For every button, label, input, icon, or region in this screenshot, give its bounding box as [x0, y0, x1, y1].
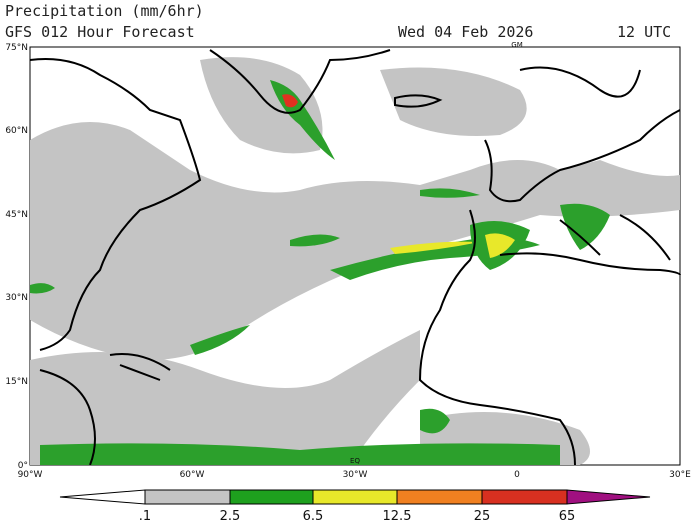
lon-label: 0: [514, 470, 520, 480]
lat-label: 30°N: [5, 293, 28, 303]
lon-label: 90°W: [18, 470, 43, 480]
colorbar-label: 65: [559, 509, 576, 524]
lat-label: 45°N: [5, 210, 28, 220]
marker-label: GM: [511, 41, 522, 49]
lat-label: 15°N: [5, 377, 28, 387]
colorbar-segment: [229, 489, 314, 505]
lon-label: 30°W: [343, 470, 368, 480]
lon-label: 60°W: [180, 470, 205, 480]
precip-heavy: [30, 80, 610, 465]
colorbar-label: 25: [474, 509, 491, 524]
colorbar-label: 12.5: [383, 509, 412, 524]
marker-label: EQ: [350, 457, 360, 465]
title: Precipitation (mm/6hr): [5, 2, 204, 20]
colorbar-segment: [566, 489, 651, 505]
colorbar-segment: [144, 489, 231, 505]
subtitle: GFS 012 Hour Forecast: [5, 23, 195, 41]
lat-label: 0°: [18, 461, 28, 471]
time: 12 UTC: [617, 23, 671, 41]
lon-labels: 90°W 60°W 30°W 0 30°E: [18, 470, 692, 480]
lon-label: 30°E: [669, 470, 691, 480]
colorbar-label: 6.5: [303, 509, 324, 524]
lat-label: 60°N: [5, 126, 28, 136]
colorbar-segment: [481, 489, 568, 505]
colorbar-segment: [312, 489, 398, 505]
colorbar-segment: [396, 489, 483, 505]
colorbar-label: .1: [139, 509, 151, 524]
map: 75°N 60°N 45°N 30°N 15°N 0° 90°W 60°W 30…: [5, 41, 691, 480]
lat-label: 75°N: [5, 43, 28, 53]
colorbar-segment: [59, 489, 146, 505]
colorbar-label: 2.5: [220, 509, 241, 524]
coastlines: [29, 49, 681, 466]
colorbar: .1 2.5 6.5 12.5 25 65: [59, 489, 651, 524]
lat-labels: 75°N 60°N 45°N 30°N 15°N 0°: [5, 43, 28, 471]
date: Wed 04 Feb 2026: [398, 23, 533, 41]
